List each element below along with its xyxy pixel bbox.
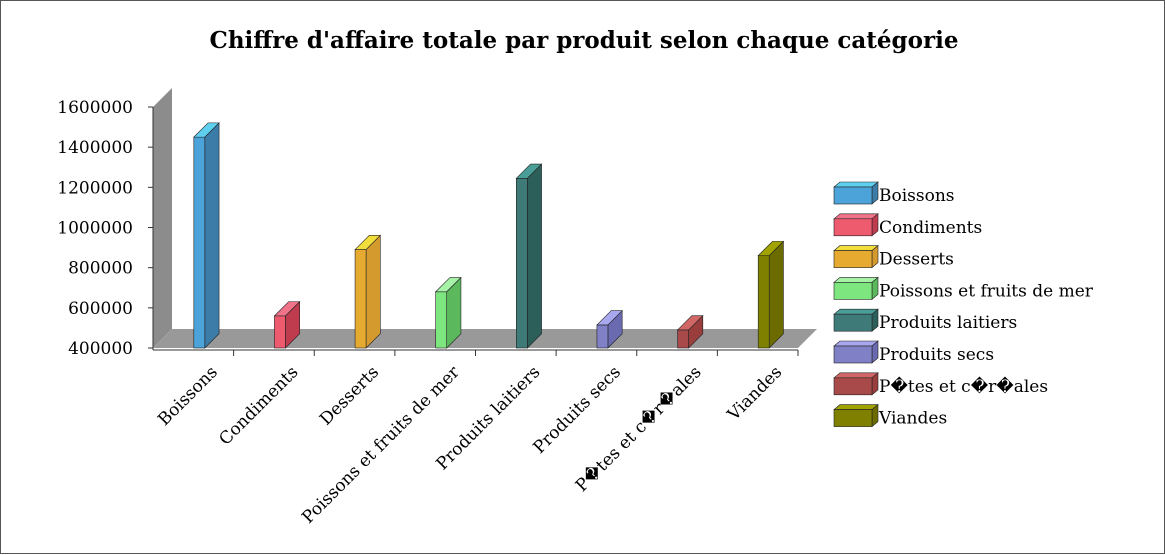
bar-top: [354, 235, 382, 250]
bar: [193, 122, 220, 349]
legend-item: Poissons et fruits de mer: [833, 276, 1094, 301]
legend-swatch: [833, 345, 873, 364]
legend-swatch-top: [833, 181, 879, 188]
bar-front: [193, 136, 206, 349]
x-tick-label: Poissons et fruits de mer: [298, 362, 464, 528]
bar-top: [596, 310, 623, 326]
legend-item: Produits laitiers: [833, 308, 1017, 333]
legend-swatch: [833, 186, 873, 205]
legend-label: Desserts: [879, 250, 954, 270]
bar-front: [354, 249, 367, 349]
bar-front: [435, 291, 447, 349]
legend-swatch-top: [833, 277, 879, 283]
legend-label: Produits laitiers: [879, 313, 1017, 333]
bar-side: [204, 122, 220, 349]
bar: [515, 163, 543, 349]
y-tick-label: 1200000: [57, 178, 133, 198]
legend-swatch: [833, 218, 873, 237]
legend-swatch: [833, 313, 873, 332]
bar-front: [757, 255, 770, 349]
x-tick-label: Boissons: [154, 362, 222, 430]
legend-swatch: [833, 250, 873, 268]
legend-swatch: [833, 282, 873, 300]
legend-label: Condiments: [879, 218, 982, 238]
bar-front: [274, 315, 286, 349]
legend-swatch-top: [833, 404, 879, 410]
bar-front: [677, 329, 689, 349]
legend-swatch-top: [833, 213, 879, 220]
bar-side: [768, 240, 784, 349]
legend-swatch: [833, 409, 873, 427]
x-tick-label: Condiments: [215, 362, 302, 449]
legend-swatch-top: [833, 245, 879, 251]
y-tick-label: 1600000: [57, 98, 133, 118]
chart-title: Chiffre d'affaire totale par produit sel…: [210, 27, 959, 54]
bar-top: [193, 122, 220, 138]
y-tick-label: 600000: [68, 299, 133, 319]
plot-area: 1600000 1400000 1200000 1000000 800000 600000…: [57, 88, 817, 528]
bar-side: [527, 163, 542, 349]
y-tick-label: 800000: [68, 259, 133, 279]
legend-swatch-top: [833, 340, 879, 347]
legend-label: P�tes et c�r�ales: [879, 376, 1048, 397]
bar-top: [676, 315, 704, 331]
legend-item: Condiments: [833, 213, 982, 238]
bar: [757, 240, 785, 349]
legend: Boissons Condiments Desserts Poissons et fr…: [833, 181, 1094, 429]
bar: [354, 234, 382, 349]
y-tick-label: 400000: [68, 339, 133, 359]
legend-swatch: [833, 377, 873, 396]
legend-label: Produits secs: [879, 345, 994, 365]
bar-side: [365, 234, 381, 349]
bar-front: [596, 324, 609, 349]
x-tick-label: Viandes: [723, 362, 786, 425]
y-tick-label: 1400000: [57, 138, 133, 158]
floor: [153, 329, 817, 348]
legend-swatch-top: [833, 372, 879, 379]
legend-item: Viandes: [833, 403, 947, 429]
legend-item: Desserts: [833, 244, 954, 270]
legend-label: Boissons: [879, 186, 955, 206]
legend-item: Boissons: [833, 181, 955, 206]
bar-top: [434, 277, 462, 293]
x-tick-label: Desserts: [316, 362, 383, 429]
bar: [596, 309, 623, 349]
legend-item: Produits secs: [833, 340, 994, 365]
legend-swatch-top: [833, 308, 879, 315]
bar: [676, 314, 704, 349]
legend-item: P�tes et c�r�ales: [833, 372, 1048, 397]
back-wall: [153, 88, 172, 348]
bar: [434, 276, 462, 349]
y-tick-label: 1000000: [57, 219, 133, 239]
bar-top: [757, 241, 785, 256]
bar-front: [516, 177, 528, 349]
bar: [273, 300, 301, 349]
bar-top: [515, 163, 543, 179]
legend-label: Poissons et fruits de mer: [879, 281, 1094, 301]
bar-top: [273, 301, 301, 317]
legend-label: Viandes: [878, 409, 947, 429]
